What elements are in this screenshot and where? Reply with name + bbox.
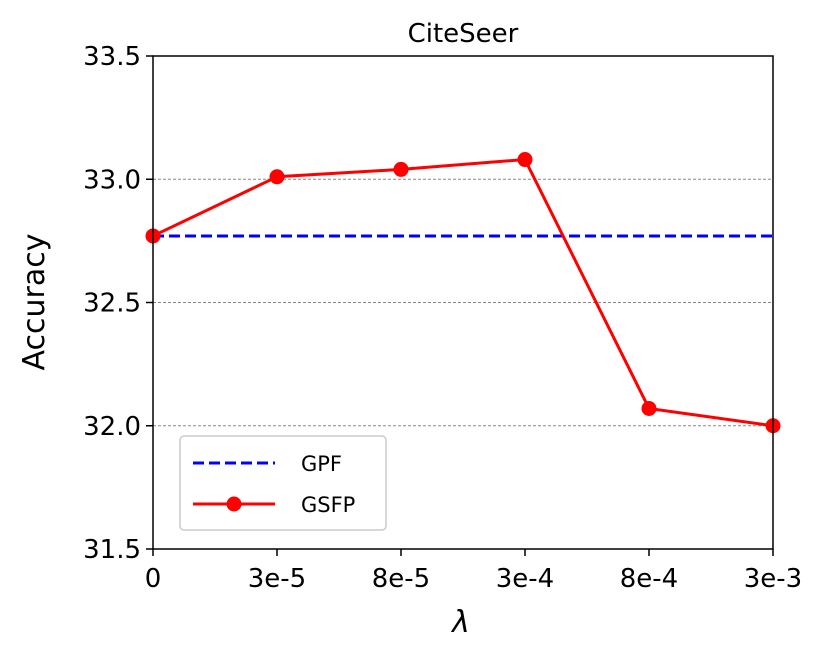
y-tick-label: 32.0 — [83, 412, 141, 442]
series-line-gsfp — [152, 157, 774, 428]
y-axis-label: Accuracy — [17, 234, 52, 371]
grid-lines — [153, 178, 773, 427]
legend-gpf-label: GPF — [301, 452, 342, 476]
x-tick-label: 8e-5 — [372, 564, 430, 594]
data-point-gsfp — [641, 400, 657, 416]
y-tick-label: 32.5 — [83, 289, 141, 319]
y-tick-label: 33.5 — [83, 42, 141, 72]
legend-gsfp-marker — [226, 496, 242, 512]
x-tick-label: 0 — [145, 564, 162, 594]
y-tick-label: 33.0 — [83, 165, 141, 195]
chart-title: CiteSeer — [408, 19, 519, 49]
y-tick-label: 31.5 — [83, 535, 141, 565]
x-tick-label: 8e-4 — [620, 564, 678, 594]
x-tick-label: 3e-5 — [248, 564, 306, 594]
series-layer — [145, 152, 781, 434]
x-tick-label: 3e-4 — [496, 564, 554, 594]
legend-gsfp-label: GSFP — [301, 493, 355, 517]
data-point-gsfp — [517, 152, 533, 168]
data-point-gsfp — [269, 169, 285, 185]
legend: GPF GSFP — [179, 435, 387, 531]
data-point-gsfp — [393, 161, 409, 177]
axis-ticks: 31.5 32.0 32.5 33.0 33.5 0 3e-5 8e-5 3e-4 8e-4 3e-… — [83, 42, 802, 594]
x-tick-label: 3e-3 — [744, 564, 802, 594]
x-axis-label: λ — [450, 605, 470, 640]
